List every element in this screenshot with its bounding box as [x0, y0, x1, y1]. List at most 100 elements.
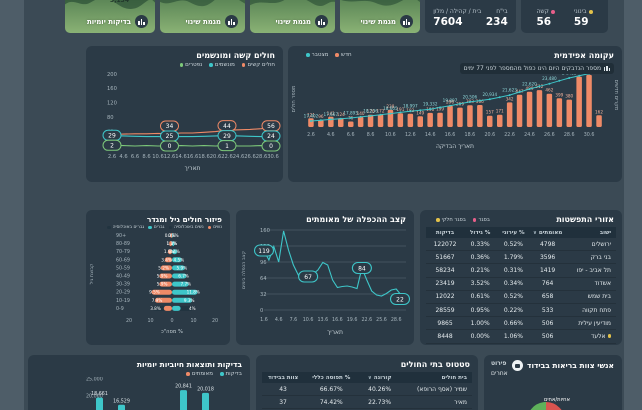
svg-text:17,895: 17,895 — [343, 111, 358, 116]
sparkline-area — [160, 0, 245, 7]
column-header[interactable]: בית חולים — [400, 372, 472, 383]
svg-text:22.6: 22.6 — [361, 317, 372, 323]
note-text: מספר הנדבקים היום הינו כפול מהמספר לפני … — [463, 65, 602, 72]
column-header[interactable]: % גידול — [464, 227, 497, 238]
legend-label: מאומתים — [191, 371, 213, 377]
spread-table: ישוב מאומתים ∨% עירוני% גידול בדיקות ירושלי… — [426, 227, 616, 344]
svg-text:5.9%: 5.9% — [177, 265, 188, 270]
column-header[interactable]: מאומתים ∨ — [530, 227, 565, 238]
svg-text:10.6: 10.6 — [385, 132, 396, 138]
svg-text:קצב הכפלה בימים: קצב הכפלה בימים — [241, 250, 247, 289]
svg-text:16.6: 16.6 — [445, 132, 456, 138]
column-header[interactable]: ישוב — [564, 227, 616, 238]
legend-item: בסגר חלקי — [436, 217, 466, 223]
svg-text:120: 120 — [107, 101, 117, 107]
svg-text:מקרים חדשים: מקרים חדשים — [613, 80, 619, 111]
column-header[interactable]: % תפוסה כללי — [304, 372, 359, 383]
svg-text:24: 24 — [267, 133, 275, 140]
table-row[interactable]: פתח תקווה 533 0.22% 0.95% 28559 — [426, 303, 616, 318]
hospitals-status-card: סטטוס בתי החולים בית חולים קורונה ∨% תפוס… — [256, 355, 478, 410]
legend-item: מונשמים — [209, 62, 235, 68]
tests-chart: 25,000 20,000 18,661 16,529 20,841 20,018 — [28, 377, 250, 410]
bar-chart-icon — [225, 15, 238, 28]
stat-value: 7604 — [433, 16, 463, 28]
svg-text:0.7%: 0.7% — [168, 233, 179, 238]
svg-text:1.9%: 1.9% — [164, 249, 175, 254]
table-row[interactable]: אלעד 506 1.06% 0.00% 8448 — [426, 329, 616, 344]
kpi-tile-trend-3[interactable]: מגמת שינוי — [340, 0, 420, 33]
table-row[interactable]: שמיר (אסף הרופא) 40.26% 66.67% 43 — [262, 383, 472, 397]
svg-text:14.6: 14.6 — [425, 132, 436, 138]
kpi-tile-daily-tests[interactable]: 3,134 בדיקות יומיות — [65, 0, 155, 33]
legend-label: נשים — [213, 225, 222, 230]
svg-text:25: 25 — [166, 133, 174, 140]
svg-text:380: 380 — [565, 94, 573, 99]
svg-text:70-79: 70-79 — [116, 249, 130, 255]
svg-text:+90: +90 — [116, 233, 126, 239]
table-row[interactable]: מודיעין עילית 506 0.66% 1.00% 9865 — [426, 316, 616, 331]
svg-text:30.6: 30.6 — [267, 154, 279, 160]
svg-text:8.6: 8.6 — [367, 132, 375, 138]
svg-text:0-9: 0-9 — [116, 306, 124, 312]
table-row[interactable]: בית שמש 658 0.52% 0.61% 12022 — [426, 290, 616, 304]
svg-text:16.6: 16.6 — [332, 317, 343, 323]
table-row[interactable]: אשדוד 764 0.34% 3.52% 23419 — [426, 277, 616, 291]
legend: נשים נשים באוכלוסיה גברים גברים באוכלוסיה — [86, 224, 230, 230]
svg-text:7.9%: 7.9% — [152, 298, 163, 303]
svg-text:10: 10 — [190, 318, 196, 324]
legend-dot — [209, 63, 213, 67]
legend-label: נפטרים — [185, 62, 203, 68]
kpi-partial-value: 3,134 — [110, 0, 129, 4]
legend-label: חולים קשים — [247, 62, 275, 68]
column-header[interactable]: בדיקות — [426, 227, 465, 238]
stat-label: בינוני — [573, 8, 587, 15]
table-row[interactable]: תל אביב - יפו 1419 0.31% 0.21% 58234 — [426, 263, 616, 278]
svg-text:20-29: 20-29 — [116, 290, 130, 296]
legend-dot — [436, 218, 440, 222]
legend: חדש מצטבר — [298, 50, 360, 58]
svg-text:60-69: 60-69 — [116, 257, 130, 263]
chart-title: חולים קשה ומונשמים — [196, 51, 275, 60]
svg-text:14.6: 14.6 — [175, 154, 187, 160]
table-row[interactable]: ירושלים 4798 0.52% 0.33% 122072 — [426, 238, 616, 252]
svg-text:12.6: 12.6 — [405, 132, 416, 138]
svg-text:296: 296 — [446, 100, 454, 105]
legend-item: נפטרים — [179, 62, 203, 68]
svg-text:אחיות/אחים: אחיות/אחים — [544, 397, 570, 403]
svg-text:80: 80 — [107, 115, 114, 121]
staff-isolation-card: אנשי צוות בריאות בבידוד פירוט אחרים אחיו… — [484, 355, 622, 410]
svg-text:157: 157 — [486, 110, 494, 115]
detail-link[interactable]: פירוט — [491, 360, 507, 367]
svg-text:160: 160 — [260, 228, 270, 234]
legend-dot — [219, 372, 224, 376]
table-row[interactable]: מאיר 22.73% 74.42% 37 — [262, 395, 472, 410]
stat-moderate: בינוני 59 — [574, 8, 593, 28]
svg-text:28.6: 28.6 — [391, 317, 402, 323]
svg-text:23,480: 23,480 — [542, 76, 557, 81]
svg-text:4.5%: 4.5% — [174, 257, 185, 262]
legend: בסגר בסגר חלקי — [428, 215, 498, 223]
svg-text:10: 10 — [147, 318, 153, 324]
legend: בדיקות מאומתים — [28, 369, 250, 377]
svg-text:22.6: 22.6 — [504, 132, 515, 138]
column-header[interactable]: קורונה ∨ — [358, 372, 401, 383]
svg-text:149: 149 — [416, 110, 424, 115]
legend-dot — [168, 225, 173, 230]
column-header[interactable]: צוות בבידוד — [262, 372, 305, 383]
svg-text:10-19: 10-19 — [116, 298, 130, 304]
kpi-tile-trend-2[interactable]: מגמת שינוי — [250, 0, 335, 33]
svg-text:קבוצת גיל: קבוצת גיל — [89, 263, 95, 284]
sparkline-area — [65, 0, 155, 9]
table-title: אזורי התפשטות — [556, 215, 614, 224]
column-header[interactable]: % עירוני — [496, 227, 531, 238]
table-row[interactable]: בני ברק 3596 1.79% 0.36% 51667 — [426, 250, 616, 265]
svg-text:5.2%: 5.2% — [158, 265, 169, 270]
svg-text:140: 140 — [357, 111, 365, 116]
kpi-tile-trend-1[interactable]: מגמת שינוי — [160, 0, 245, 33]
svg-text:תאריך הבדיקה: תאריך הבדיקה — [436, 143, 474, 150]
severe-patients-card: חולים קשה ומונשמים חולים קשים מונשמים נפטר… — [86, 46, 283, 182]
svg-text:20,000: 20,000 — [86, 394, 103, 400]
svg-text:399: 399 — [555, 92, 563, 97]
legend: חולים קשים מונשמים נפטרים — [86, 60, 283, 68]
bar-chart-icon — [135, 15, 148, 28]
